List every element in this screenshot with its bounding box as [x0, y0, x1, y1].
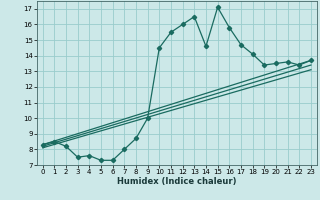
X-axis label: Humidex (Indice chaleur): Humidex (Indice chaleur) — [117, 177, 236, 186]
